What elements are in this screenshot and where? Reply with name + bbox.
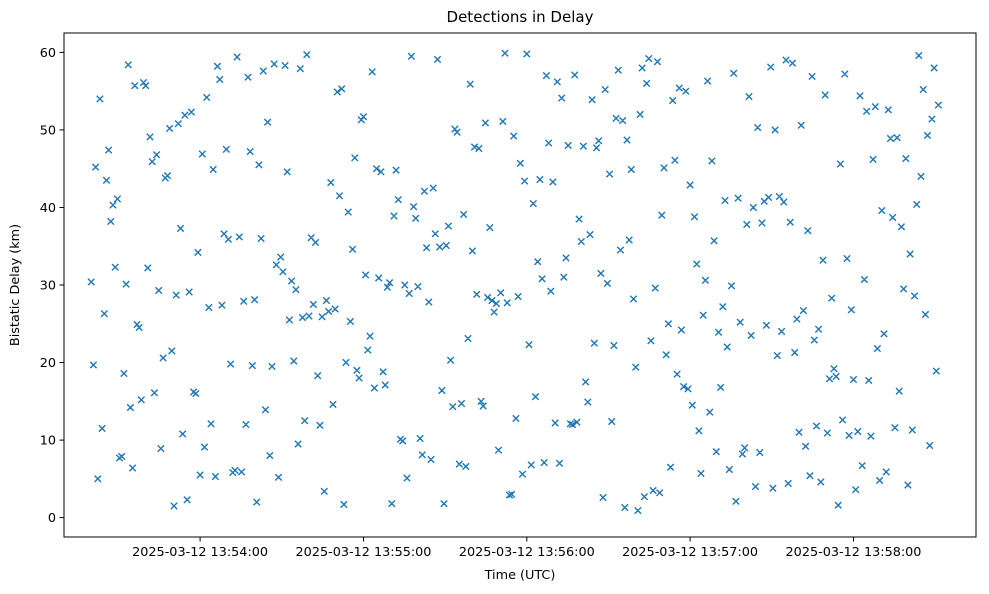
y-axis-label: Bistatic Delay (km) [8, 224, 23, 346]
y-tick-label: 10 [40, 434, 56, 449]
y-tick-label: 20 [40, 356, 56, 371]
scatter-points [87, 49, 943, 515]
x-axis-label: Time (UTC) [484, 568, 556, 583]
x-tick-label: 2025-03-12 13:55:00 [296, 545, 432, 560]
x-markers [87, 49, 943, 515]
y-tick-label: 60 [40, 46, 56, 61]
chart-title: Detections in Delay [447, 8, 594, 26]
x-tick-label: 2025-03-12 13:54:00 [132, 545, 268, 560]
y-tick-label: 40 [40, 201, 56, 216]
y-tick-label: 50 [40, 123, 56, 138]
x-tick-label: 2025-03-12 13:58:00 [786, 545, 922, 560]
y-tick-label: 0 [48, 511, 56, 526]
x-tick-label: 2025-03-12 13:57:00 [622, 545, 758, 560]
axis-ticks: 2025-03-12 13:54:00 2025-03-12 13:55:00 20… [40, 46, 922, 560]
axes-frame [63, 32, 977, 538]
x-tick-label: 2025-03-12 13:56:00 [459, 545, 595, 560]
y-tick-label: 30 [40, 279, 56, 294]
